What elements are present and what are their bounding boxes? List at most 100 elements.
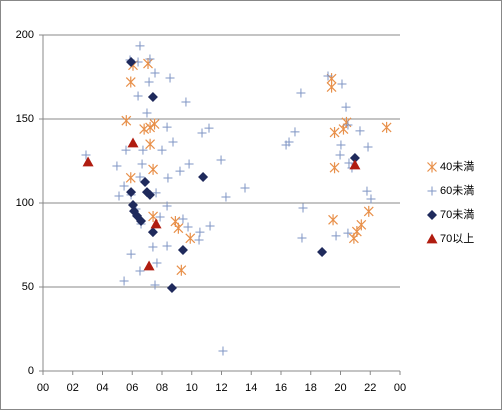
- point: [344, 158, 354, 168]
- point: [166, 283, 177, 294]
- point: [149, 118, 160, 130]
- point: [349, 152, 360, 163]
- point: [329, 162, 340, 174]
- point: [82, 156, 94, 167]
- point: [148, 163, 158, 175]
- point: [363, 142, 373, 152]
- point: [197, 128, 207, 138]
- legend-marker: [427, 210, 437, 220]
- point: [356, 219, 367, 231]
- point: [381, 121, 392, 133]
- y-tick-label: 100: [16, 197, 34, 209]
- point: [216, 155, 226, 165]
- y-tick-label: 50: [22, 281, 34, 293]
- point: [119, 181, 129, 191]
- point: [139, 123, 150, 135]
- point: [112, 161, 122, 171]
- point: [136, 215, 147, 226]
- point: [297, 233, 307, 243]
- point: [184, 159, 194, 169]
- legend-marker: [427, 161, 437, 173]
- x-tick-label: 10: [186, 382, 198, 394]
- point: [133, 91, 143, 101]
- point: [173, 222, 184, 234]
- point: [144, 189, 155, 200]
- point: [183, 222, 193, 232]
- point: [140, 177, 151, 187]
- point: [323, 71, 333, 81]
- point: [137, 159, 147, 169]
- point: [114, 191, 124, 201]
- point: [126, 249, 136, 259]
- point: [143, 58, 153, 70]
- point: [175, 166, 185, 176]
- point: [176, 264, 187, 276]
- point: [362, 186, 372, 196]
- point: [329, 126, 340, 138]
- x-tick-label: 16: [275, 382, 287, 394]
- point: [343, 228, 353, 238]
- point: [221, 192, 231, 202]
- point: [145, 54, 155, 64]
- point: [198, 171, 209, 182]
- legend-label: 70以上: [440, 232, 474, 245]
- point: [326, 81, 337, 93]
- point: [138, 145, 148, 155]
- x-tick-label: 00: [394, 382, 406, 394]
- point: [145, 138, 156, 150]
- point: [181, 97, 191, 107]
- point: [135, 172, 145, 182]
- x-tick-label: 20: [334, 382, 346, 394]
- point: [317, 247, 328, 258]
- point: [331, 231, 341, 241]
- point: [135, 266, 145, 276]
- point: [168, 137, 178, 147]
- point: [150, 218, 162, 229]
- point: [150, 68, 160, 78]
- point: [147, 91, 158, 102]
- x-tick-label: 00: [37, 382, 49, 394]
- point: [343, 120, 353, 130]
- point: [349, 159, 361, 170]
- point: [185, 232, 196, 244]
- point: [148, 242, 158, 252]
- point: [195, 227, 205, 237]
- point: [290, 127, 300, 137]
- point: [178, 214, 188, 224]
- legend-marker: [426, 233, 438, 244]
- x-tick-label: 18: [305, 382, 317, 394]
- point: [150, 280, 160, 290]
- point: [119, 276, 129, 286]
- point: [145, 121, 156, 133]
- point: [205, 221, 215, 231]
- point: [142, 108, 152, 118]
- point: [135, 41, 145, 51]
- legend-label: 40未満: [440, 160, 474, 173]
- point: [125, 172, 136, 184]
- x-tick-label: 08: [156, 382, 168, 394]
- point: [298, 203, 308, 213]
- point: [218, 346, 228, 356]
- point: [127, 137, 139, 148]
- point: [126, 187, 137, 198]
- point: [162, 201, 172, 211]
- point: [81, 150, 91, 160]
- point: [240, 183, 250, 193]
- y-tick-label: 150: [16, 113, 34, 125]
- point: [165, 73, 175, 83]
- point: [127, 200, 138, 211]
- point: [348, 232, 359, 244]
- point: [162, 241, 172, 251]
- point: [152, 258, 162, 268]
- point: [155, 212, 165, 222]
- y-tick-label: 200: [16, 29, 34, 41]
- legend-label: 60未満: [440, 184, 474, 197]
- legend-label: 70未満: [440, 208, 474, 221]
- point: [336, 140, 346, 150]
- point: [341, 102, 351, 112]
- point: [126, 57, 137, 68]
- point: [328, 214, 338, 226]
- point: [194, 235, 204, 245]
- point: [121, 145, 131, 155]
